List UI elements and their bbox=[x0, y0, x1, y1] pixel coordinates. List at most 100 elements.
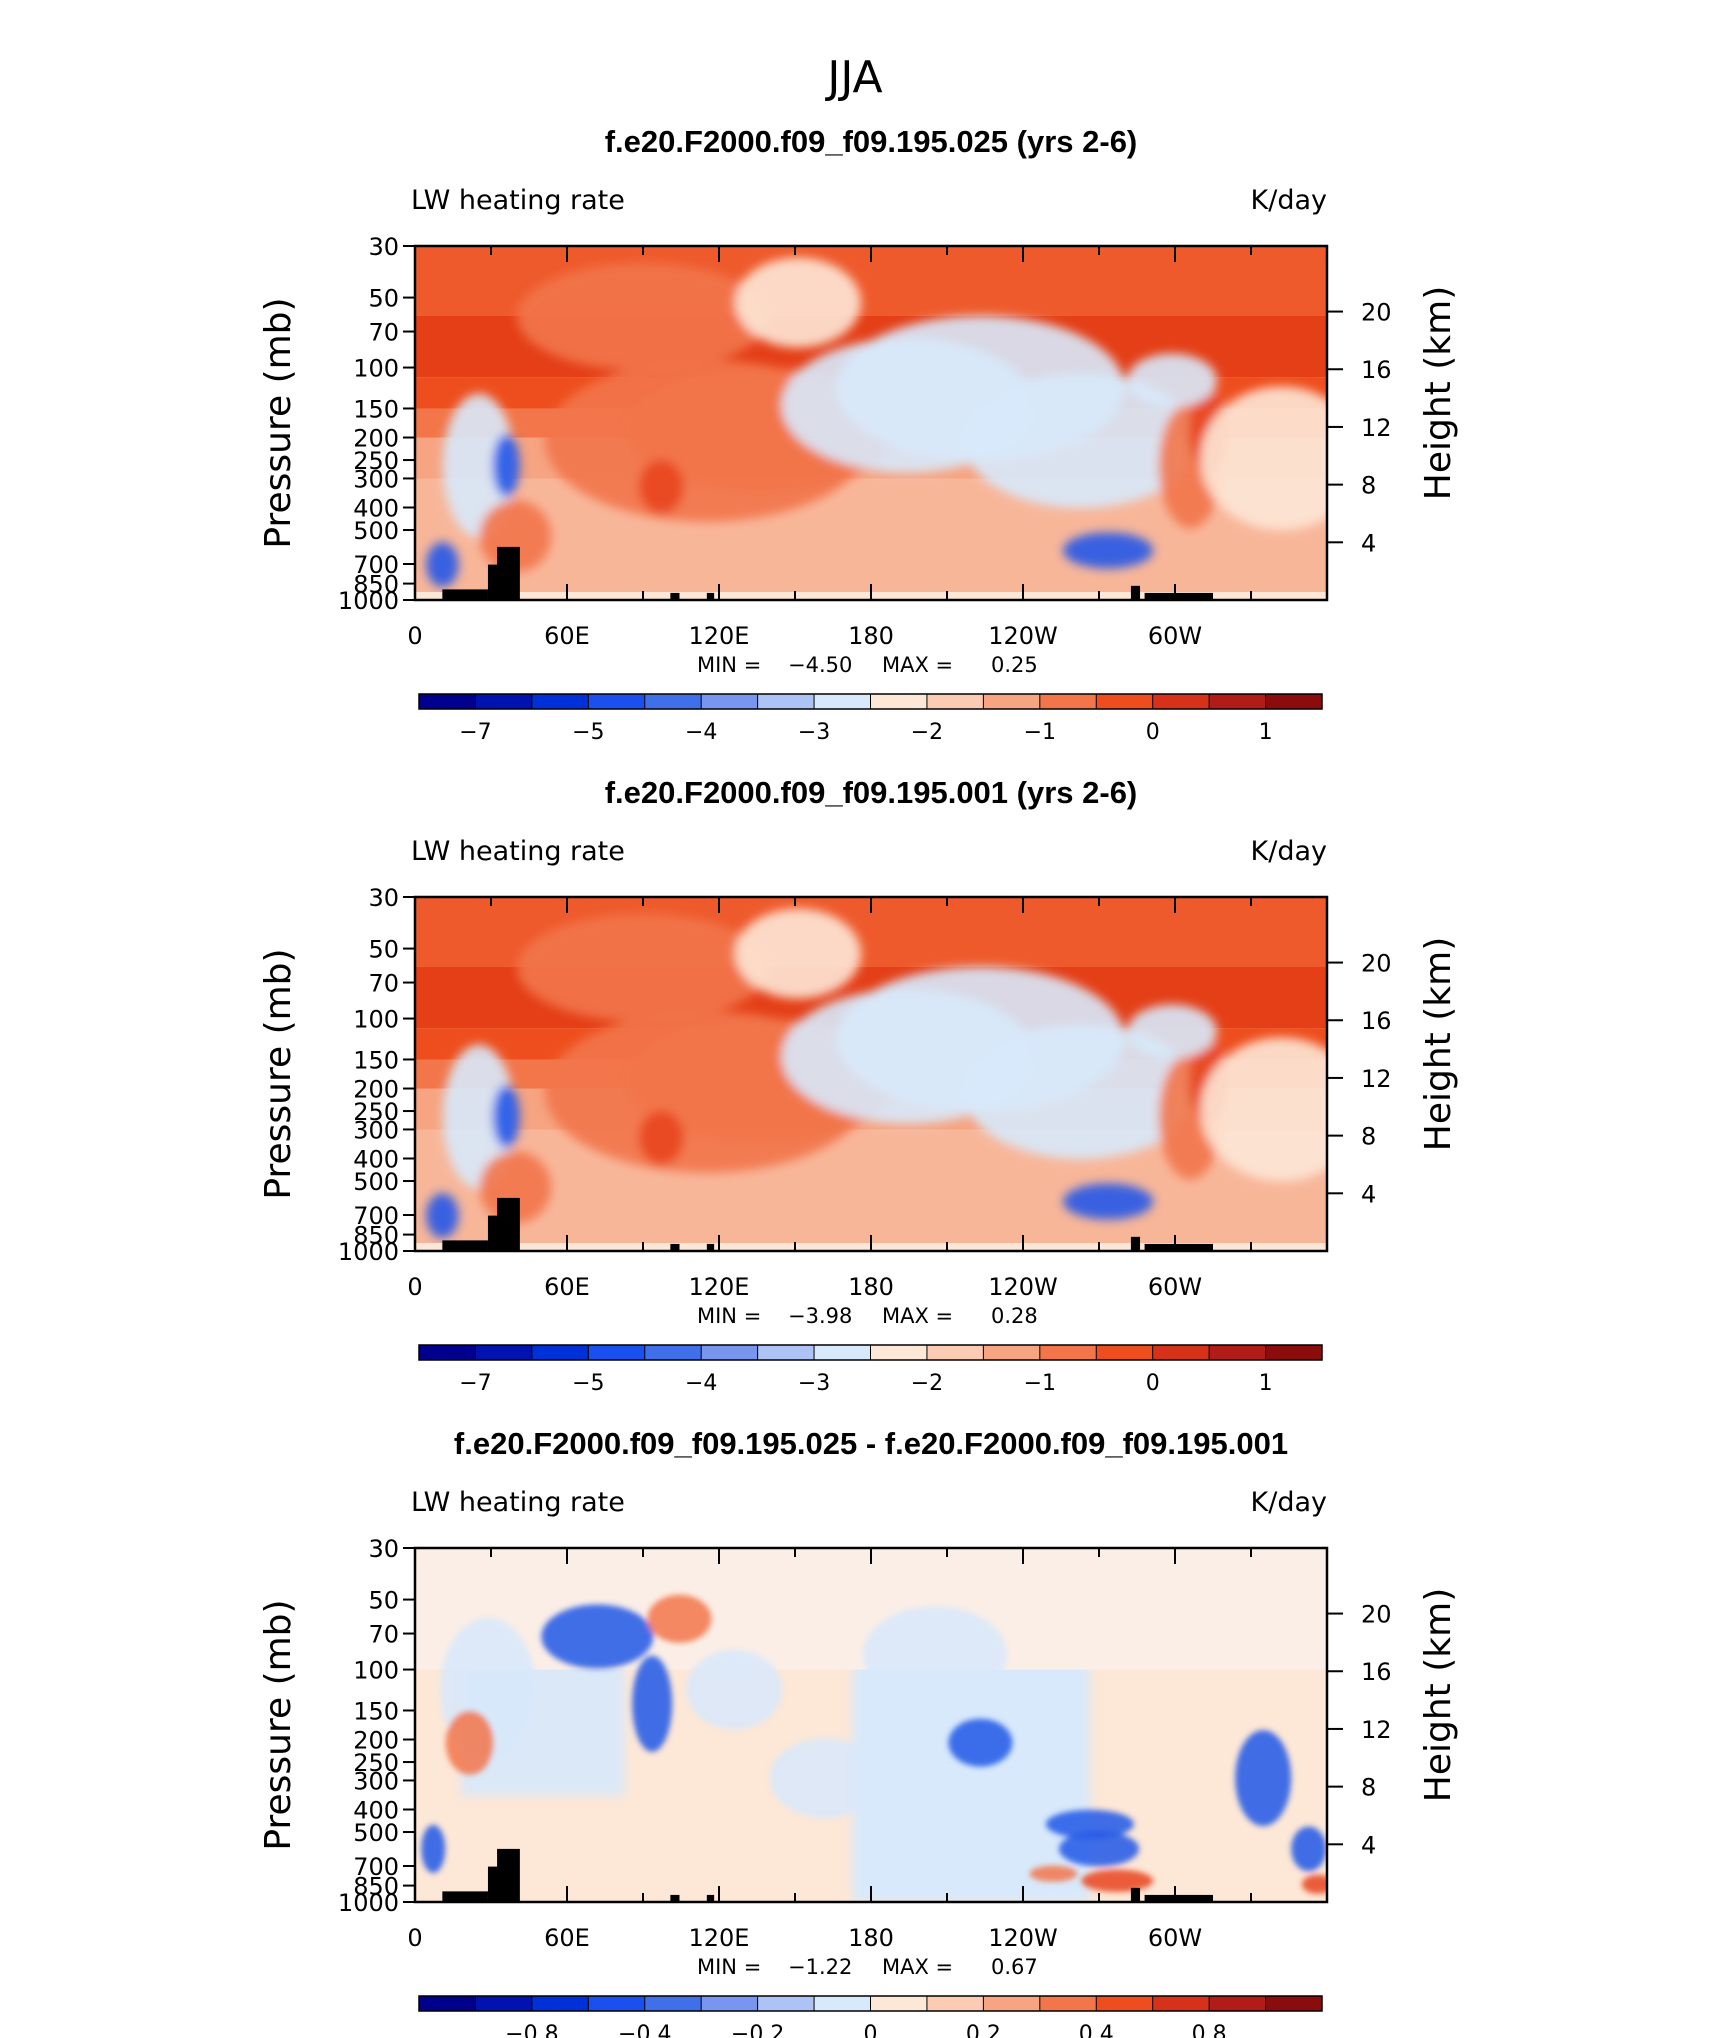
terrain-mask bbox=[1144, 1894, 1213, 1902]
colorbar-swatch bbox=[644, 1345, 702, 1360]
y2-tick-label: 20 bbox=[1361, 1601, 1392, 1629]
colorbar-swatch bbox=[1096, 1996, 1154, 2011]
max-value: 0.25 bbox=[991, 653, 1038, 677]
contour-region bbox=[963, 373, 1198, 509]
colorbar-swatch bbox=[814, 1345, 871, 1360]
terrain-mask bbox=[442, 1891, 488, 1902]
contour-region bbox=[647, 1594, 712, 1643]
terrain-mask bbox=[442, 589, 488, 600]
terrain-mask bbox=[670, 1243, 680, 1251]
colorbar-label: −1 bbox=[1024, 720, 1056, 745]
colorbar-label: −3 bbox=[798, 720, 830, 745]
y-tick-label: 400 bbox=[353, 494, 399, 522]
y-tick-label: 100 bbox=[353, 355, 399, 383]
y-tick-label: 70 bbox=[368, 319, 399, 347]
panel-2: f.e20.F2000.f09_f09.195.001 (yrs 2-6) LW … bbox=[258, 775, 1459, 1396]
terrain-mask bbox=[706, 1243, 715, 1251]
terrain-mask bbox=[1130, 585, 1141, 600]
colorbar-swatch bbox=[1265, 1996, 1323, 2011]
y-tick-label: 400 bbox=[353, 1145, 399, 1173]
contour-region bbox=[1301, 1874, 1327, 1894]
colorbar-swatch bbox=[419, 1996, 476, 2011]
contour-field bbox=[415, 246, 1327, 600]
colorbar-label: −5 bbox=[572, 720, 604, 745]
units-label: K/day bbox=[1251, 836, 1327, 867]
y-tick-label: 70 bbox=[368, 1621, 399, 1649]
terrain-mask bbox=[1144, 592, 1213, 600]
x-tick-label: 120W bbox=[988, 622, 1058, 650]
terrain-mask bbox=[497, 1848, 520, 1902]
colorbar-swatch bbox=[419, 694, 476, 709]
y-tick-label: 100 bbox=[353, 1006, 399, 1034]
contour-region bbox=[421, 1824, 446, 1873]
contour-field bbox=[415, 1548, 1327, 1902]
x-tick-label: 60W bbox=[1148, 1273, 1202, 1301]
y-tick-label: 30 bbox=[368, 233, 399, 261]
colorbar-swatch bbox=[531, 1345, 589, 1360]
y-tick-label: 30 bbox=[368, 1535, 399, 1563]
contour-region bbox=[948, 1718, 1013, 1767]
contour-region bbox=[1045, 1809, 1134, 1839]
terrain-mask bbox=[497, 1197, 520, 1251]
contour-region bbox=[1291, 1826, 1327, 1872]
colorbar-swatch bbox=[701, 1345, 759, 1360]
colorbar-swatch bbox=[757, 1996, 815, 2011]
min-label: MIN = bbox=[697, 1955, 761, 1979]
x-tick-label: 120E bbox=[689, 1924, 750, 1952]
terrain-mask bbox=[1144, 1243, 1213, 1251]
colorbar-swatch bbox=[814, 1996, 871, 2011]
y-tick-label: 300 bbox=[353, 1116, 399, 1144]
colorbar-label: −7 bbox=[459, 720, 491, 745]
colorbar-swatch bbox=[1265, 694, 1323, 709]
colorbar-label: −0.2 bbox=[731, 2022, 784, 2038]
colorbar-label: −2 bbox=[911, 720, 943, 745]
contour-region bbox=[492, 433, 520, 497]
colorbar-swatch bbox=[475, 694, 533, 709]
y-tick-label: 200 bbox=[353, 1727, 399, 1755]
colorbar-label: −1 bbox=[1024, 1371, 1056, 1396]
y2-tick-label: 20 bbox=[1361, 299, 1392, 327]
min-value: −1.22 bbox=[788, 1955, 852, 1979]
contour-region bbox=[1063, 532, 1154, 569]
colorbar-swatch bbox=[814, 694, 871, 709]
contour-region bbox=[541, 1604, 654, 1669]
colorbar-label: 0.2 bbox=[966, 2022, 1001, 2038]
colorbar: −7 −5 −4 −3 −2 −1 0 1 bbox=[418, 693, 1323, 745]
contour-region bbox=[632, 1655, 673, 1752]
contour-region bbox=[426, 542, 459, 588]
y-tick-label: 150 bbox=[353, 395, 399, 423]
contour-region bbox=[1029, 1865, 1078, 1882]
y-tick-label: 50 bbox=[368, 285, 399, 313]
colorbar-swatch bbox=[1039, 1996, 1097, 2011]
contour-region bbox=[963, 1024, 1198, 1160]
contour-region bbox=[686, 1649, 783, 1730]
contour-region bbox=[1126, 353, 1217, 408]
y-tick-label: 300 bbox=[353, 465, 399, 493]
y2-tick-label: 4 bbox=[1361, 529, 1376, 557]
max-value: 0.28 bbox=[991, 1304, 1038, 1328]
y2-tick-label: 16 bbox=[1361, 1007, 1392, 1035]
y2-tick-label: 12 bbox=[1361, 414, 1392, 442]
units-label: K/day bbox=[1251, 1487, 1327, 1518]
y-tick-label: 850 bbox=[353, 1222, 399, 1250]
colorbar-swatch bbox=[983, 1996, 1041, 2011]
colorbar-swatch bbox=[1152, 1996, 1210, 2011]
y-tick-label: 150 bbox=[353, 1697, 399, 1725]
panel-title: f.e20.F2000.f09_f09.195.001 (yrs 2-6) bbox=[605, 775, 1138, 810]
colorbar-swatch bbox=[701, 1996, 759, 2011]
colorbar-swatch bbox=[983, 694, 1041, 709]
colorbar-swatch bbox=[1265, 1345, 1323, 1360]
colorbar-label: 0.8 bbox=[1192, 2022, 1227, 2038]
contour-region bbox=[735, 257, 862, 348]
y2-tick-label: 4 bbox=[1361, 1831, 1376, 1859]
colorbar-swatch bbox=[1039, 1345, 1097, 1360]
colorbar-swatch bbox=[531, 1996, 589, 2011]
colorbar-label: 0 bbox=[1146, 720, 1160, 745]
y-tick-label: 50 bbox=[368, 936, 399, 964]
y-tick-label: 1000 bbox=[338, 587, 399, 615]
panel-1: f.e20.F2000.f09_f09.195.025 (yrs 2-6) LW … bbox=[258, 124, 1459, 745]
y2-tick-label: 16 bbox=[1361, 356, 1392, 384]
contour-region bbox=[1126, 1004, 1217, 1059]
x-tick-label: 120W bbox=[988, 1273, 1058, 1301]
colorbar-label: −4 bbox=[685, 720, 717, 745]
